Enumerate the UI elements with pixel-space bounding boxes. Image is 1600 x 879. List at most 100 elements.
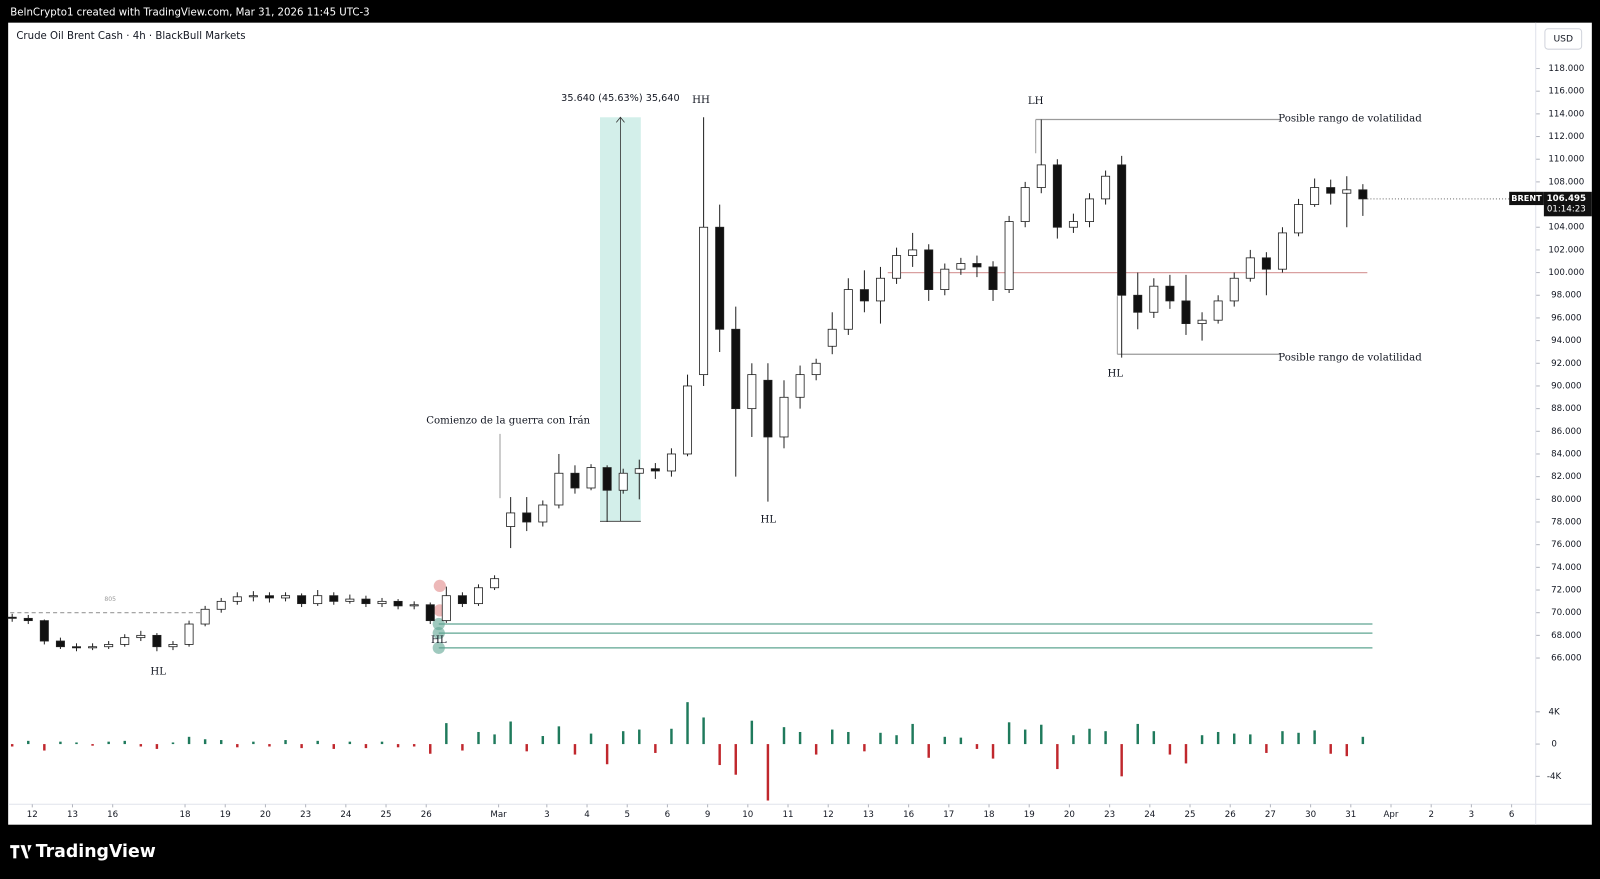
volume-bar <box>1216 731 1220 745</box>
volume-bar <box>91 744 94 746</box>
currency[interactable]: USD <box>1553 33 1573 44</box>
volume-bar <box>1120 744 1123 777</box>
volume-bar <box>911 723 914 745</box>
x-tick-label: 19 <box>220 810 231 820</box>
annotation: Posible rango de volatilidad <box>1278 352 1422 363</box>
price-label: 106.495 <box>1547 194 1586 204</box>
volume-bar <box>670 728 673 745</box>
y-tick-label: 102.000 <box>1548 245 1584 255</box>
volume-bar <box>477 731 480 745</box>
volume-bar <box>203 739 207 745</box>
y-tick-label: 86.000 <box>1551 427 1581 437</box>
candle-body <box>39 620 49 642</box>
x-tick-label: 20 <box>1064 810 1075 820</box>
candle-body <box>1165 285 1175 302</box>
candle-body <box>988 266 998 290</box>
currency-box[interactable] <box>1544 28 1583 50</box>
candle-body <box>924 249 934 290</box>
y-tick-label: 92.000 <box>1551 359 1581 369</box>
volume-bar <box>75 742 78 745</box>
volume-bar <box>171 742 175 745</box>
annotation: HL <box>1107 369 1123 380</box>
candle-body <box>55 640 65 648</box>
volume-bar <box>1104 731 1107 745</box>
volume-bar <box>1281 731 1284 745</box>
volume-bar <box>895 735 898 745</box>
volume-bar <box>750 720 754 745</box>
x-tick-label: 4 <box>584 810 590 820</box>
volume-bar <box>1232 733 1236 745</box>
volume-bar <box>1007 722 1011 745</box>
y-tick-label: 88.000 <box>1551 404 1581 414</box>
volume-bar <box>959 737 963 745</box>
volume-bar <box>461 744 464 751</box>
candle-body <box>248 595 258 598</box>
x-tick-label: 18 <box>180 810 191 820</box>
candle-body <box>345 598 355 602</box>
candle-body <box>972 263 982 268</box>
candle-body <box>1326 187 1336 194</box>
x-tick-label: 20 <box>260 810 271 820</box>
volume-bar <box>686 702 689 745</box>
volume-bar <box>975 744 979 749</box>
volume-bar <box>1361 736 1365 745</box>
candle-body <box>1181 300 1191 325</box>
candle-body <box>634 468 644 474</box>
candle-body <box>1068 221 1078 228</box>
volume-bar <box>1152 731 1156 745</box>
y-tick-label: 112.000 <box>1548 132 1584 142</box>
candle-body <box>956 263 966 270</box>
y-tick-label: 104.000 <box>1548 223 1584 233</box>
candle-body <box>747 374 757 410</box>
candle-body <box>1261 257 1271 270</box>
volume-bar <box>621 731 625 745</box>
candle-body <box>1197 319 1207 325</box>
x-tick-label: 31 <box>1345 810 1356 820</box>
volume-bar <box>1200 735 1204 745</box>
x-tick-label: 11 <box>783 810 794 820</box>
candle-body <box>650 468 660 472</box>
x-tick-label: Apr <box>1384 810 1399 820</box>
volume-bar <box>1297 732 1300 745</box>
volume-bar <box>1265 744 1268 753</box>
volume-bar <box>943 736 947 745</box>
volume-bar <box>814 744 818 755</box>
candle-body <box>1052 164 1062 228</box>
annotation: HL <box>761 515 777 526</box>
candle-body <box>908 249 918 256</box>
brand: TradingView <box>36 842 156 862</box>
x-tick-label: 13 <box>67 810 78 820</box>
y-tick-label: 100.000 <box>1548 268 1584 278</box>
measure-arrow <box>616 116 625 123</box>
volume-bar <box>557 726 561 745</box>
candle-body <box>457 595 467 605</box>
candle-body <box>1358 189 1368 200</box>
symbol-label: BRENT <box>1511 193 1542 203</box>
volume-bar <box>300 744 303 749</box>
y-tick-label: 116.000 <box>1548 87 1584 97</box>
candle-body <box>216 600 226 610</box>
volume-tick-label: 0 <box>1551 740 1557 750</box>
volume-bar <box>1072 735 1075 745</box>
volume-bar <box>187 736 191 745</box>
candle-body <box>763 379 773 438</box>
x-tick-label: 18 <box>984 810 995 820</box>
candle-body <box>425 604 435 622</box>
marker <box>433 579 446 593</box>
volume-bar <box>10 744 14 747</box>
volume-bar <box>412 744 416 747</box>
y-tick-label: 76.000 <box>1551 540 1581 550</box>
volume-bar <box>734 744 737 775</box>
x-tick-label: 27 <box>1265 810 1276 820</box>
y-tick-label: 84.000 <box>1551 449 1581 459</box>
x-tick-label: 19 <box>1024 810 1035 820</box>
candle-body <box>1036 164 1046 188</box>
volume-bar <box>1136 723 1139 745</box>
candle-body <box>377 600 387 605</box>
volume-bar <box>396 744 400 748</box>
measure-label: 35.640 (45.63%) 35,640 <box>561 93 679 104</box>
volume-bar <box>654 744 657 753</box>
candle-body <box>490 578 500 589</box>
x-tick-label: 5 <box>624 810 630 820</box>
volume-bar <box>605 744 609 765</box>
